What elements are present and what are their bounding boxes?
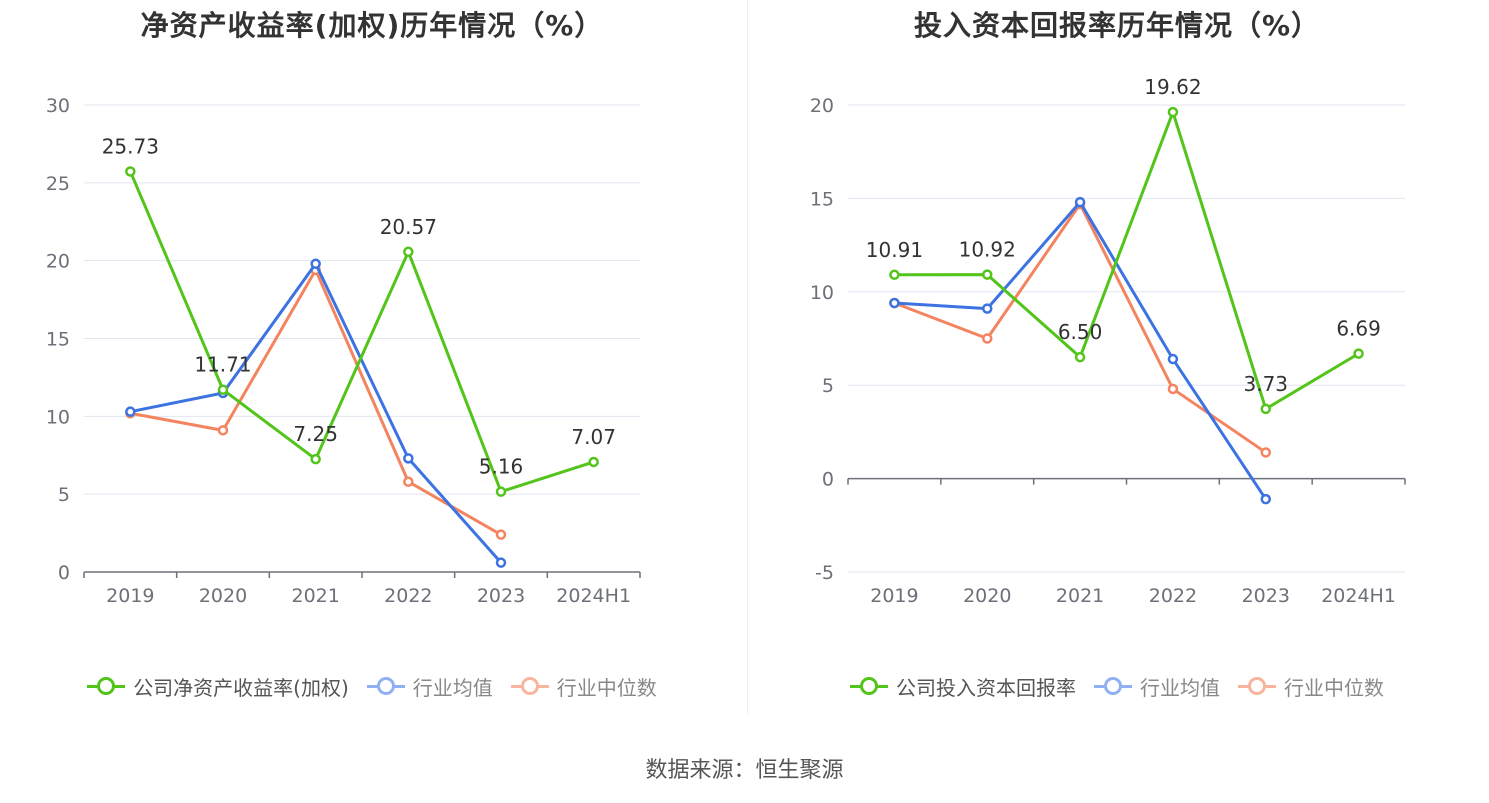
panel-divider: [747, 0, 748, 715]
x-tick-label: 2024H1: [1321, 585, 1396, 607]
chart-title: 净资产收益率(加权)历年情况（%）: [140, 9, 604, 42]
x-tick-label: 2020: [199, 585, 247, 607]
y-tick-label: 10: [810, 282, 834, 304]
series-line: [128, 170, 595, 494]
legend-avg-marker: [1094, 676, 1132, 696]
data-point: [310, 258, 321, 270]
legend-label: 行业均值: [1140, 675, 1220, 700]
legend-label: 行业中位数: [556, 675, 657, 700]
data-point: [982, 269, 993, 280]
x-tick-label: 2021: [1056, 585, 1104, 607]
data-point: [1074, 351, 1086, 363]
data-label: 25.73: [102, 134, 159, 158]
series-line: [894, 110, 1360, 411]
data-point: [1167, 106, 1179, 118]
roe-line-chart: 0 5 10 15 20 25 30 2019 2020 2021 2022 2023 2024H1 25…: [46, 95, 641, 607]
data-point: [403, 453, 414, 464]
data-label: 7.25: [293, 422, 338, 446]
chart-legend: 公司投入资本回报率 行业均值 行业中位数: [745, 668, 1489, 704]
data-label: 10.91: [866, 238, 923, 262]
data-point: [217, 384, 229, 395]
data-point: [1074, 196, 1086, 208]
legend-company-marker: [850, 676, 888, 696]
data-label: 20.57: [380, 215, 437, 239]
legend-item-company[interactable]: 公司投入资本回报率: [850, 672, 1076, 701]
roic-line-chart: -5 0 5 10 15 20 2019 2020 2021 2022 2023 2024H1 10.9…: [810, 75, 1406, 607]
data-point: [495, 486, 507, 497]
x-tick-label: 2022: [1149, 585, 1197, 607]
y-tick-label: 0: [822, 469, 834, 491]
data-source-note: 数据来源：恒生聚源: [645, 758, 844, 783]
data-point: [125, 406, 136, 417]
x-tick-label: 2022: [384, 585, 432, 607]
x-tick-label: 2023: [477, 585, 525, 607]
data-point: [310, 453, 321, 465]
data-point: [1167, 353, 1179, 365]
legend-item-avg[interactable]: 行业均值: [1094, 672, 1220, 701]
data-point: [495, 529, 507, 540]
data-label: 3.73: [1243, 372, 1288, 396]
data-point: [1353, 348, 1364, 359]
series-line: [130, 262, 503, 564]
y-tick-label: 25: [46, 173, 70, 195]
data-point: [217, 425, 229, 436]
y-tick-label: 20: [810, 95, 834, 117]
data-label: 19.62: [1144, 75, 1201, 99]
legend-item-avg[interactable]: 行业均值: [366, 672, 493, 701]
chart-title: 投入资本回报率历年情况（%）: [913, 9, 1321, 42]
data-point: [125, 166, 136, 177]
y-tick-label: 5: [822, 375, 834, 397]
legend-avg-marker: [366, 676, 405, 696]
data-point: [889, 297, 900, 309]
data-label: 10.92: [959, 238, 1016, 262]
y-tick-label: 0: [58, 562, 70, 584]
y-tick-label: 20: [46, 251, 70, 273]
legend-label: 公司净资产收益率(加权): [133, 675, 349, 700]
series-line: [894, 200, 1268, 500]
chart-legend: 公司净资产收益率(加权) 行业均值 行业中位数: [0, 668, 744, 704]
data-point: [982, 303, 993, 314]
x-tick-label: 2020: [963, 585, 1011, 607]
data-label: 6.69: [1336, 317, 1381, 341]
data-label: 5.16: [479, 455, 524, 479]
data-point: [588, 456, 599, 468]
data-label: 6.50: [1058, 320, 1103, 344]
legend-company-marker: [87, 676, 126, 696]
y-tick-label: -5: [815, 562, 834, 584]
data-point: [403, 246, 414, 258]
series-line: [130, 268, 502, 536]
legend-item-median[interactable]: 行业中位数: [1238, 672, 1384, 701]
data-point: [1260, 447, 1271, 458]
y-tick-label: 15: [810, 188, 834, 210]
x-tick-label: 2019: [870, 585, 918, 607]
roe-chart-panel: 净资产收益率(加权)历年情况（%） 0 5 10 15 20 25 30 2019 2020 20…: [0, 0, 744, 720]
legend-label: 行业均值: [412, 675, 493, 700]
legend-item-company[interactable]: 公司净资产收益率(加权): [87, 672, 349, 701]
data-point: [495, 557, 507, 568]
y-tick-label: 5: [58, 484, 70, 506]
data-point: [1260, 403, 1271, 415]
data-point: [889, 269, 900, 281]
roic-chart-panel: 投入资本回报率历年情况（%） -5 0 5 10 15 20 2019 2020 2021 202…: [745, 0, 1489, 720]
legend-label: 行业中位数: [1284, 675, 1384, 700]
legend-label: 公司投入资本回报率: [896, 675, 1076, 700]
y-tick-label: 10: [46, 406, 70, 428]
data-point: [1167, 383, 1179, 395]
data-point: [982, 333, 993, 344]
legend-item-median[interactable]: 行业中位数: [510, 672, 657, 701]
y-tick-label: 15: [46, 329, 70, 351]
x-tick-label: 2024H1: [556, 585, 631, 607]
x-tick-label: 2023: [1242, 585, 1290, 607]
data-point: [403, 476, 414, 487]
data-point: [1260, 493, 1271, 505]
data-label: 7.07: [571, 425, 616, 449]
x-tick-label: 2021: [291, 585, 339, 607]
y-tick-label: 30: [46, 95, 70, 117]
x-tick-label: 2019: [106, 585, 154, 607]
legend-median-marker: [1238, 676, 1276, 696]
data-label: 11.71: [194, 353, 251, 377]
legend-median-marker: [510, 676, 549, 696]
